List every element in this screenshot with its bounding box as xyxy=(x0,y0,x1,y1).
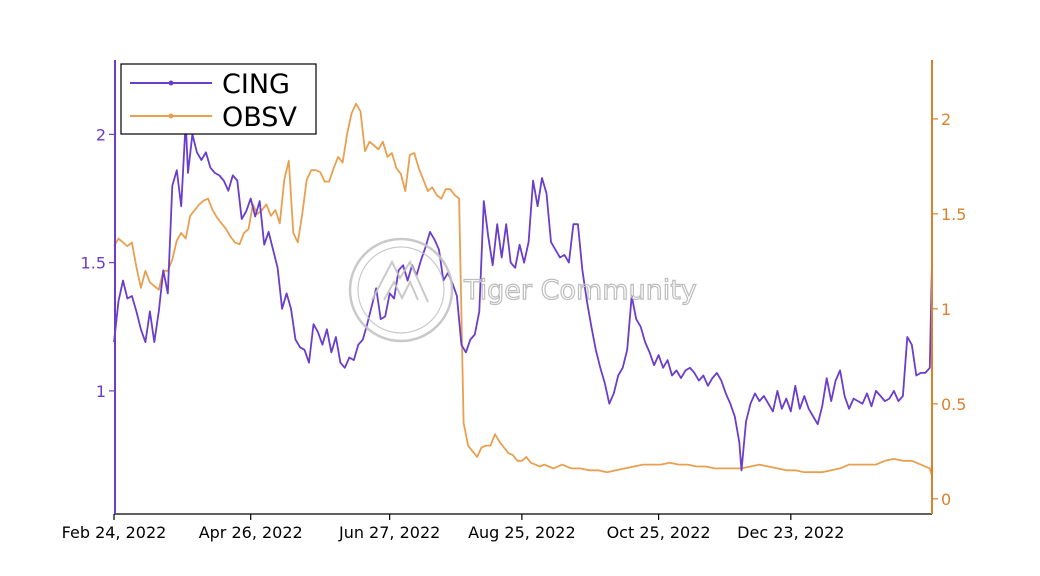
y-right-tick-label: 1.5 xyxy=(941,205,966,224)
legend-label-obsv: OBSV xyxy=(222,102,297,133)
series-line-obsv xyxy=(113,102,933,477)
legend-label-cing: CING xyxy=(222,69,290,100)
x-axis: Feb 24, 2022 Apr 26, 2022 Jun 27, 2022 Aug … xyxy=(62,513,932,542)
x-tick-label: Jun 27, 2022 xyxy=(338,523,440,542)
plot-area xyxy=(113,60,933,514)
x-tick-label: Dec 23, 2022 xyxy=(737,523,844,542)
y-axis-right: 0 0.5 1 1.5 2 xyxy=(931,60,966,514)
y-right-tick-label: 1 xyxy=(941,300,951,319)
y-left-tick-label: 2 xyxy=(96,125,106,144)
legend-box xyxy=(120,63,317,135)
tiger-logo-icon xyxy=(348,237,454,343)
x-tick-label: Aug 25, 2022 xyxy=(468,523,576,542)
series-line-cing xyxy=(113,120,933,472)
y-right-tick-label: 0.5 xyxy=(941,395,966,414)
watermark-text: Tiger Community xyxy=(463,275,697,306)
watermark: Tiger Community xyxy=(348,237,697,343)
y-left-tick-label: 1.5 xyxy=(81,254,106,273)
x-tick-label: Apr 26, 2022 xyxy=(199,523,303,542)
x-tick-label: Feb 24, 2022 xyxy=(62,523,167,542)
legend: CING OBSV xyxy=(120,63,317,135)
y-right-tick-label: 0 xyxy=(941,490,951,509)
y-right-tick-label: 2 xyxy=(941,110,951,129)
y-left-tick-label: 1 xyxy=(96,382,106,401)
y-axis-left: 11.52 xyxy=(81,60,116,514)
x-tick-label: Oct 25, 2022 xyxy=(607,523,711,542)
